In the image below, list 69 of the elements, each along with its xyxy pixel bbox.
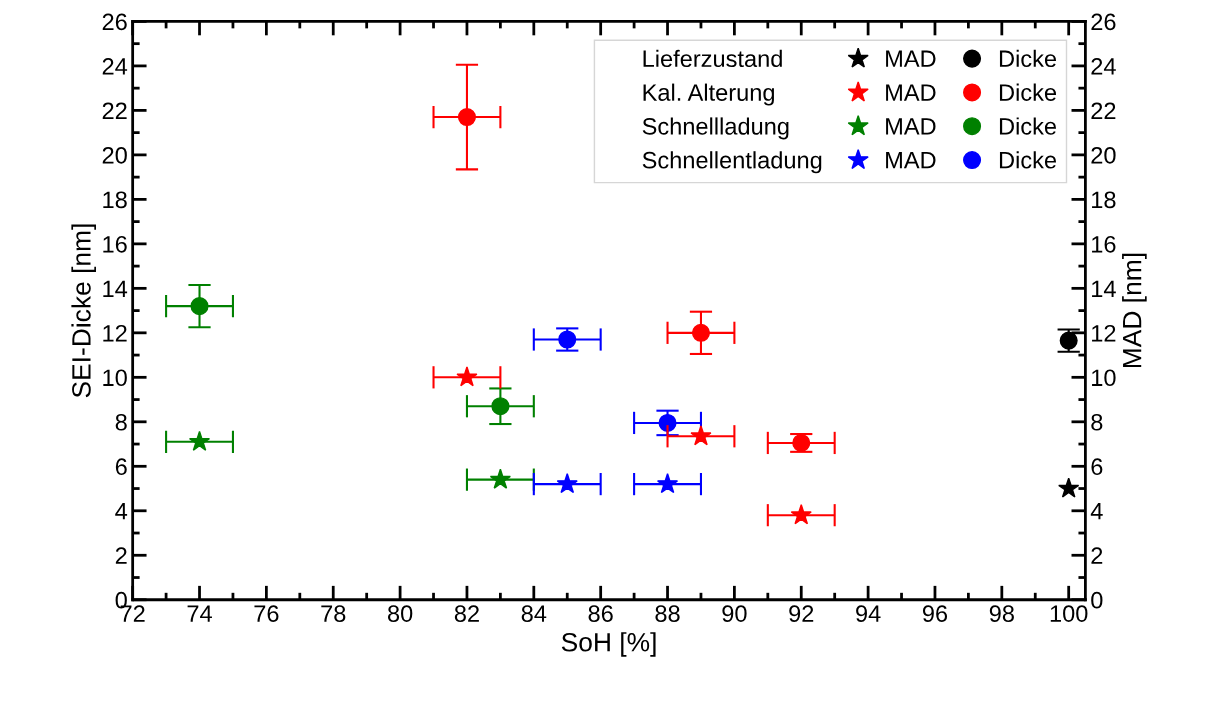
- y2-tick-label: 18: [1092, 191, 1116, 209]
- point: [658, 413, 677, 432]
- y2-tick-label: 8: [1091, 413, 1103, 431]
- y-tick-label: 12: [103, 324, 127, 342]
- y2-tick-label: 4: [1090, 503, 1103, 520]
- point: [1058, 477, 1080, 498]
- point: [790, 504, 812, 525]
- y2-tick-label: 10: [1092, 369, 1116, 387]
- legend-label: Dicke: [999, 49, 1057, 68]
- legend-label: MAD: [886, 84, 936, 101]
- y-tick-label: 22: [102, 102, 127, 119]
- x-tick-label: 80: [387, 605, 413, 622]
- y2-tick-label: 0: [1091, 591, 1103, 609]
- y-tick-label: 16: [103, 235, 127, 253]
- legend-label: Dicke: [999, 83, 1057, 101]
- x-tick-label: 88: [655, 605, 680, 622]
- y-tick-label: 26: [102, 13, 127, 31]
- x-tick-label: 96: [922, 605, 948, 622]
- annotation: Schnellladung: [642, 117, 789, 140]
- y2-tick-label: 6: [1091, 458, 1103, 476]
- y-tick-label: 14: [103, 280, 128, 297]
- x-tick-label: 76: [254, 605, 279, 622]
- y2-tick-label: 14: [1092, 280, 1116, 297]
- x-tick-label: 74: [187, 605, 212, 622]
- annotation: Kal. Alterung: [643, 83, 774, 106]
- y2-tick-label: 26: [1091, 13, 1116, 31]
- point: [656, 472, 679, 494]
- y2-axis-title: MAD [nm]: [1122, 253, 1147, 368]
- y-tick-label: 4: [115, 503, 128, 520]
- y-tick-label: 2: [115, 547, 127, 564]
- y-tick-label: 18: [103, 191, 127, 209]
- point: [556, 472, 578, 494]
- x-tick-label: 84: [521, 605, 547, 622]
- annotation: Schnellentladung: [642, 151, 822, 174]
- x-tick-label: 92: [789, 605, 814, 622]
- y-tick-label: 10: [103, 369, 127, 387]
- y-tick-label: 6: [115, 458, 127, 476]
- y2-tick-label: 24: [1091, 57, 1116, 75]
- y2-tick-label: 22: [1091, 102, 1116, 119]
- y2-tick-label: 12: [1092, 324, 1116, 342]
- y2-tick-label: 2: [1091, 547, 1103, 564]
- y-axis-title: SEI-Dicke [nm]: [71, 224, 96, 398]
- x-tick-label: 94: [856, 605, 881, 622]
- x-tick-label: 86: [588, 605, 613, 622]
- legend-label: MAD: [886, 152, 936, 169]
- x-tick-label: 82: [454, 605, 479, 622]
- point: [691, 323, 710, 342]
- legend-label: Dicke: [999, 117, 1057, 135]
- y-tick-label: 20: [102, 146, 127, 164]
- y-tick-label: 24: [102, 57, 128, 75]
- y-tick-label: 8: [115, 413, 127, 431]
- y2-tick-label: 20: [1091, 146, 1116, 164]
- legend-label: MAD: [886, 118, 936, 135]
- point: [690, 425, 712, 446]
- point: [456, 366, 478, 387]
- x-tick-label: 98: [989, 605, 1014, 622]
- y2-tick-label: 16: [1092, 235, 1116, 253]
- x-tick-label: 100: [1050, 605, 1088, 622]
- point: [457, 108, 476, 127]
- point: [190, 297, 209, 316]
- annotation: Lieferzustand: [643, 49, 782, 68]
- legend-label: MAD: [886, 50, 936, 67]
- point: [491, 397, 510, 416]
- x-tick-label: 90: [722, 605, 747, 622]
- point: [489, 468, 511, 489]
- x-axis-title: SoH [%]: [561, 632, 656, 657]
- x-tick-label: 78: [321, 605, 346, 622]
- legend-label: Dicke: [999, 151, 1057, 169]
- point: [188, 430, 211, 451]
